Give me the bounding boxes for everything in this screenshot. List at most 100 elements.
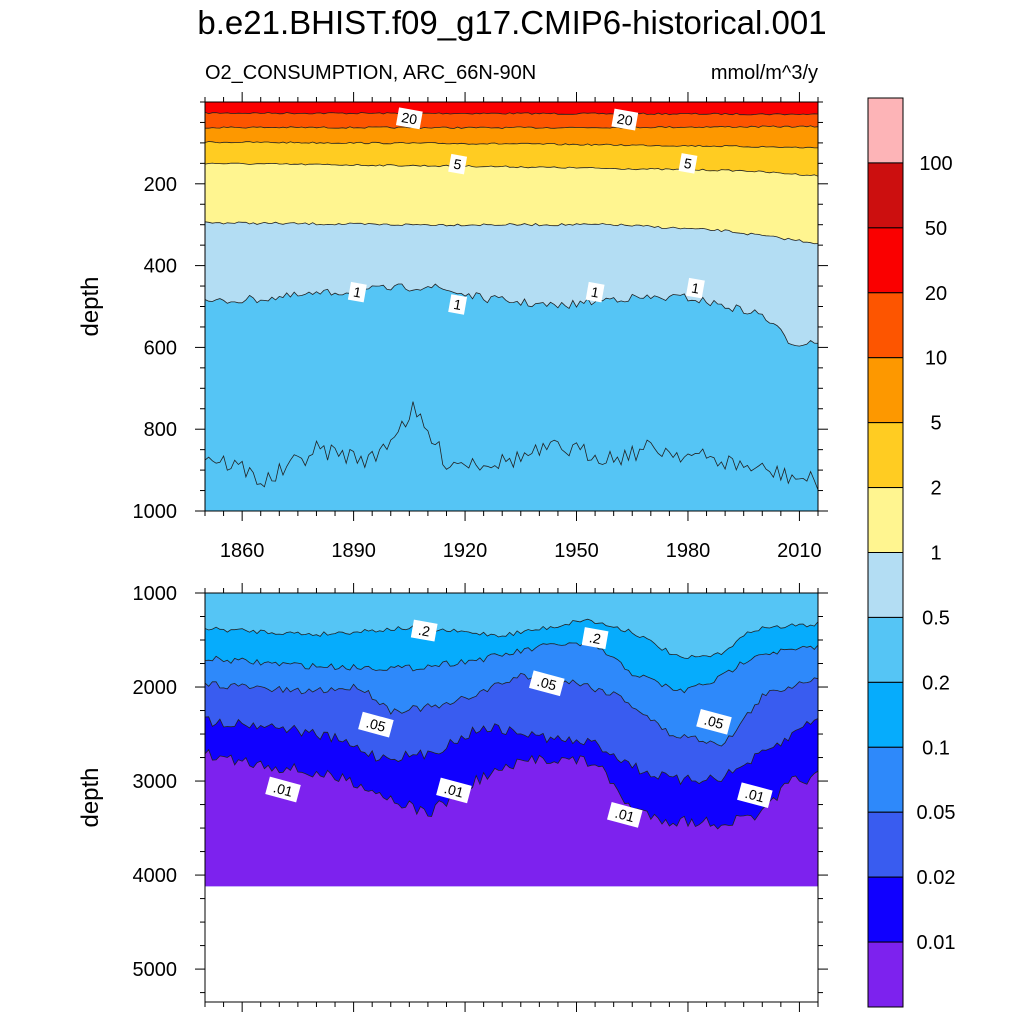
contour-label: 1 (585, 281, 605, 303)
contour-band (205, 401, 818, 511)
contour-line (205, 141, 818, 149)
upper-panel-axes: 1860 1890 1920 1950 1980 2010 200 400 600 800 1000… (77, 92, 828, 562)
x-tick-label: 1980 (666, 540, 711, 562)
colorbar-swatch (867, 487, 904, 554)
contour-label: .01 (436, 777, 472, 804)
lower-panel-axes: 1000 2000 3000 4000 5000 depth (77, 583, 828, 1012)
contour-label-text: 1 (352, 284, 363, 301)
contour-label-text: 20 (616, 110, 634, 128)
y-tick-label: 1000 (133, 501, 178, 523)
lower-panel-contour-fills (205, 593, 818, 1002)
contour-label: 5 (678, 153, 698, 174)
y-axis-label: depth (77, 767, 104, 827)
colorbar-swatch (867, 941, 904, 1008)
contour-label-text: .01 (613, 805, 636, 826)
contour-label-text: .05 (703, 712, 726, 733)
contour-line (205, 401, 818, 491)
units-subtitle: mmol/m^3/y (710, 62, 818, 84)
contour-line (205, 162, 818, 177)
x-tick-label: 1890 (331, 540, 376, 562)
contour-label: .2 (581, 627, 609, 650)
colorbar-label: 50 (925, 218, 947, 240)
contour-label: 5 (448, 153, 468, 175)
contour-label-text: .01 (272, 779, 295, 800)
colorbar-swatch (867, 746, 904, 813)
y-tick-label: 5000 (133, 959, 178, 981)
contour-label: .2 (410, 619, 438, 642)
y-tick-label: 200 (144, 174, 177, 196)
contour-label-text: 5 (452, 156, 463, 173)
contour-label: .05 (696, 708, 732, 735)
colorbar-label: 10 (925, 348, 947, 370)
contour-label: .05 (358, 711, 394, 738)
x-tick-label: 1860 (220, 540, 265, 562)
colorbar-label: 0.2 (922, 672, 950, 694)
chart-title: b.e21.BHIST.f09_g17.CMIP6-historical.001 (197, 4, 827, 41)
x-tick-label: 1950 (554, 540, 599, 562)
colorbar-label: 20 (925, 283, 947, 305)
contour-line (205, 618, 818, 659)
colorbar-swatch (867, 292, 904, 359)
colorbar-swatch (867, 876, 904, 943)
y-axis-label: depth (77, 276, 104, 336)
colorbar-label: 1 (930, 543, 941, 565)
contour-label: 1 (448, 294, 468, 315)
y-tick-label: 2000 (133, 677, 178, 699)
colorbar-label: 5 (930, 413, 941, 435)
y-tick-label: 800 (144, 419, 177, 441)
y-tick-label: 3000 (133, 771, 178, 793)
contour-label-text: 20 (400, 109, 418, 127)
contour-line (205, 125, 818, 130)
contour-line (205, 672, 818, 747)
contour-label-text: .05 (535, 673, 558, 694)
colorbar-swatch (867, 811, 904, 878)
colorbar-swatch (867, 552, 904, 618)
colorbar-swatch (867, 227, 904, 294)
contour-label-text: .05 (364, 714, 387, 735)
contour-label-text: 1 (690, 280, 701, 297)
colorbar-swatch (867, 616, 904, 683)
colorbar-label: 0.02 (917, 867, 956, 889)
colorbar: 100 50 20 10 5 2 1 0.5 0.2 0.1 0.05 0.02 0.01 (867, 97, 956, 1008)
contour-label: 1 (347, 281, 367, 303)
contour-line (205, 283, 818, 347)
contour-label-text: .01 (442, 780, 465, 801)
y-tick-label: 4000 (133, 865, 178, 887)
contour-label: 20 (395, 107, 423, 130)
contour-label: .05 (529, 670, 565, 697)
y-tick-label: 1000 (133, 583, 178, 605)
colorbar-swatch (867, 97, 904, 164)
upper-panel-contour-labels: 20 20 5 5 1 1 1 1 (347, 107, 705, 315)
contour-label-text: 5 (683, 155, 694, 172)
colorbar-swatch (867, 162, 904, 229)
contour-line (205, 748, 818, 830)
y-tick-label: 400 (144, 256, 177, 278)
contour-label: .01 (737, 782, 773, 808)
plot-frame (204, 592, 819, 1003)
contour-label: .01 (607, 802, 643, 828)
y-tick-label: 600 (144, 337, 177, 359)
colorbar-label: 0.1 (922, 737, 950, 759)
colorbar-swatch (867, 681, 904, 748)
contour-band (205, 749, 818, 887)
contour-label-text: .2 (417, 622, 431, 640)
contour-line (205, 111, 818, 116)
contour-line (205, 221, 818, 245)
colorbar-swatch (867, 422, 904, 489)
colorbar-label: 0.5 (922, 607, 950, 629)
x-tick-label: 2010 (777, 540, 822, 562)
contour-line (205, 716, 818, 786)
lower-panel-contour-labels: .2 .2 .05 .05 .05 .01 .01 .01 .01 (265, 619, 773, 828)
colorbar-label: 2 (930, 478, 941, 500)
colorbar-swatch (867, 357, 904, 424)
no-data-region (205, 886, 818, 1002)
contour-label-text: 1 (452, 296, 463, 313)
contour-label-text: .01 (743, 785, 766, 806)
variable-subtitle: O2_CONSUMPTION, ARC_66N-90N (205, 62, 537, 84)
contour-label-text: .2 (588, 629, 602, 647)
colorbar-label: 0.05 (917, 802, 956, 824)
contour-label: 20 (611, 108, 639, 131)
colorbar-label: 0.01 (917, 932, 956, 954)
x-tick-label: 1920 (443, 540, 488, 562)
